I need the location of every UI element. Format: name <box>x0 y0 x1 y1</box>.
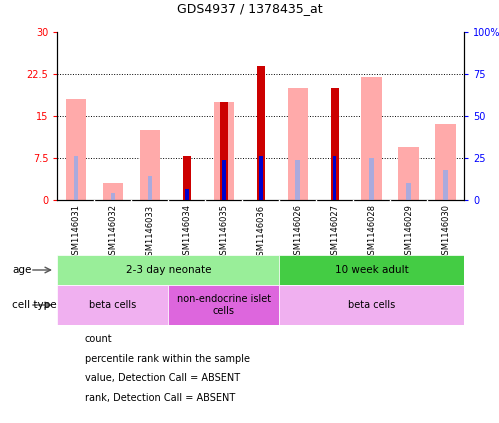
Text: GDS4937 / 1378435_at: GDS4937 / 1378435_at <box>177 2 322 15</box>
Bar <box>436 124 456 200</box>
Bar <box>444 170 448 200</box>
Bar <box>398 147 419 200</box>
Bar <box>222 159 226 200</box>
Text: GSM1146029: GSM1146029 <box>404 204 413 260</box>
Text: GSM1146030: GSM1146030 <box>441 204 450 261</box>
Bar <box>103 183 123 200</box>
Text: value, Detection Call = ABSENT: value, Detection Call = ABSENT <box>85 373 240 383</box>
Text: GSM1146034: GSM1146034 <box>182 204 191 261</box>
Bar <box>331 88 339 200</box>
Text: GSM1146033: GSM1146033 <box>145 204 154 261</box>
Text: GSM1146032: GSM1146032 <box>108 204 117 261</box>
Bar <box>256 66 265 200</box>
Bar <box>148 176 152 200</box>
Text: 10 week adult: 10 week adult <box>335 265 409 275</box>
Text: GSM1146026: GSM1146026 <box>293 204 302 261</box>
Bar <box>333 157 336 200</box>
Text: GSM1146027: GSM1146027 <box>330 204 339 261</box>
Text: non-endocrine islet
cells: non-endocrine islet cells <box>177 294 271 316</box>
Bar <box>185 189 189 200</box>
Bar <box>168 285 279 325</box>
Text: age: age <box>12 265 32 275</box>
Text: GSM1146036: GSM1146036 <box>256 204 265 261</box>
Text: cell type: cell type <box>12 300 57 310</box>
Bar <box>369 158 374 200</box>
Bar <box>66 99 86 200</box>
Bar <box>111 193 115 200</box>
Bar <box>279 255 464 285</box>
Bar <box>361 77 382 200</box>
Bar <box>74 157 78 200</box>
Bar <box>287 88 308 200</box>
Bar <box>295 159 300 200</box>
Bar <box>57 285 168 325</box>
Text: percentile rank within the sample: percentile rank within the sample <box>85 354 250 364</box>
Text: beta cells: beta cells <box>89 300 136 310</box>
Bar <box>214 102 234 200</box>
Text: beta cells: beta cells <box>348 300 395 310</box>
Bar <box>183 157 191 200</box>
Bar <box>406 183 411 200</box>
Bar <box>259 157 262 200</box>
Text: 2-3 day neonate: 2-3 day neonate <box>126 265 211 275</box>
Text: count: count <box>85 334 112 344</box>
Text: rank, Detection Call = ABSENT: rank, Detection Call = ABSENT <box>85 393 235 403</box>
Bar <box>220 102 228 200</box>
Text: GSM1146035: GSM1146035 <box>219 204 228 261</box>
Bar <box>332 157 337 200</box>
Text: GSM1146028: GSM1146028 <box>367 204 376 261</box>
Bar <box>279 285 464 325</box>
Bar <box>57 255 279 285</box>
Bar <box>140 130 160 200</box>
Text: GSM1146031: GSM1146031 <box>71 204 80 261</box>
